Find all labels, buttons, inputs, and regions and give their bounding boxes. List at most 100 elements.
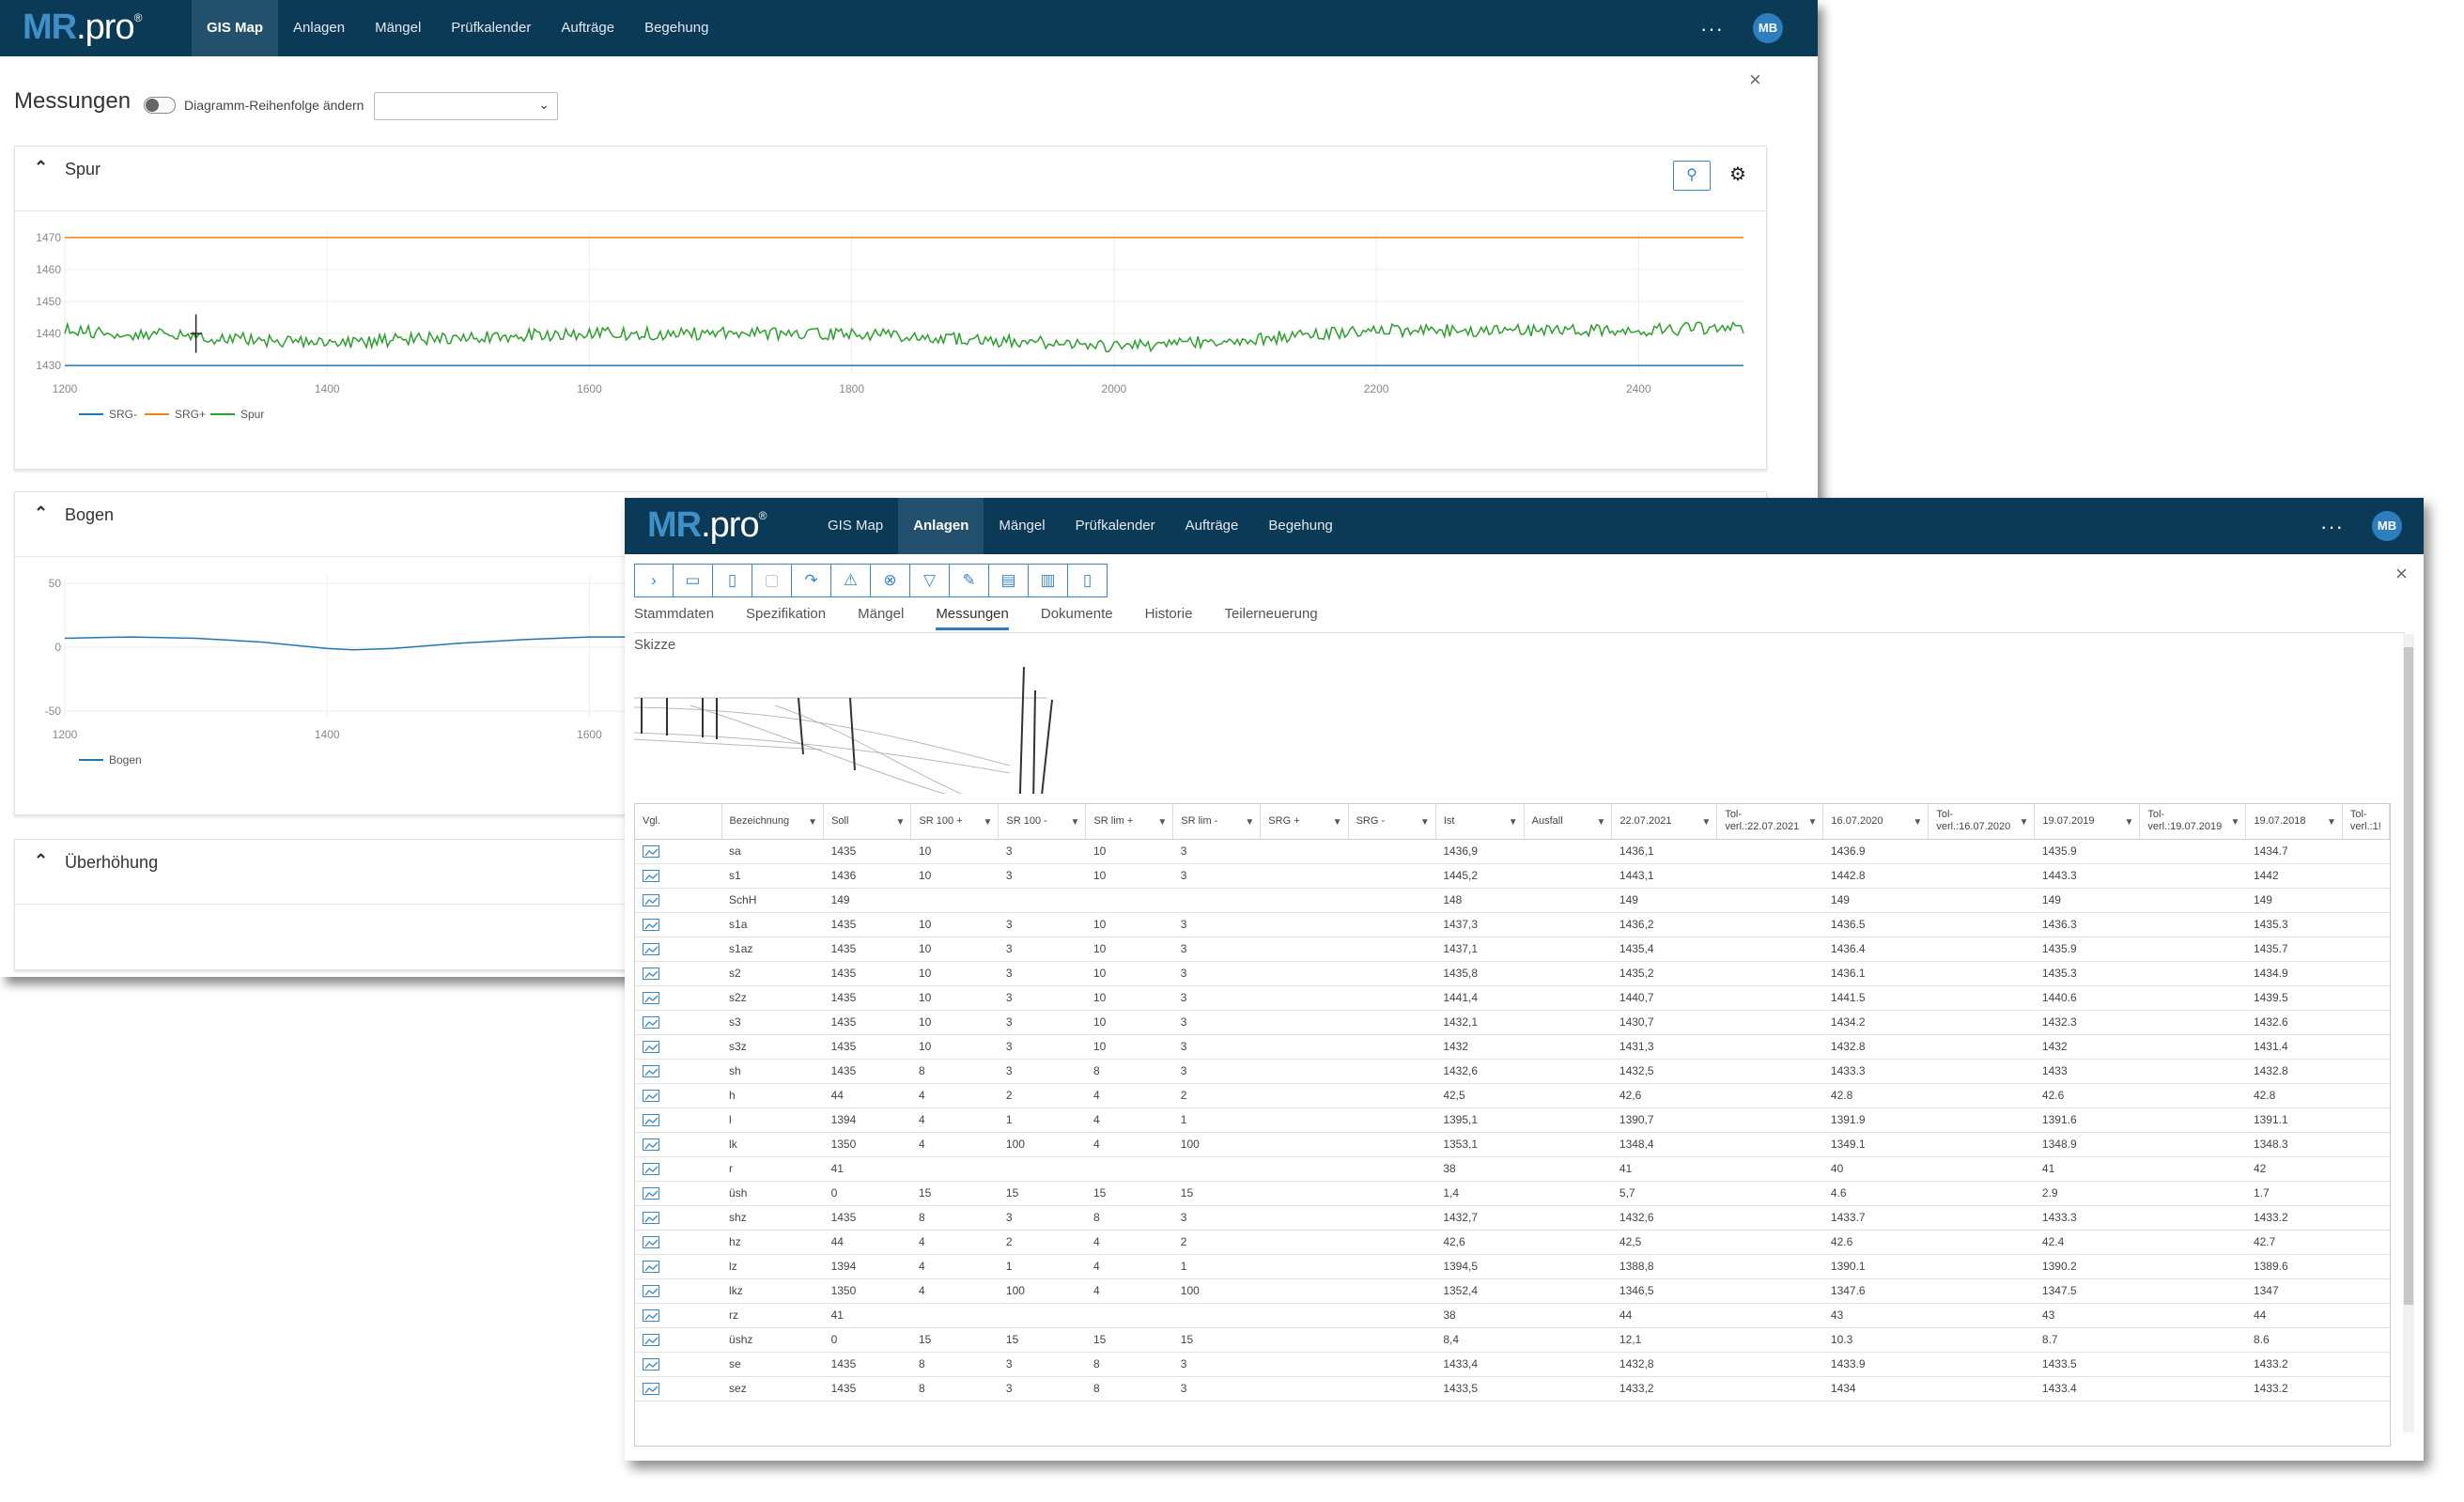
chart-order-select[interactable]: ⌄ [374,92,558,120]
table-row[interactable]: lkz 1350 4 100 4 100 1352,4 1346,5 1347.6 1347.5 1… [635,1278,2390,1304]
table-row[interactable]: s3 1435 10 3 10 3 1432,1 1430,7 1434.2 1432.3 1432… [635,1010,2390,1035]
line-chart-icon[interactable] [643,894,659,906]
collapse-icon[interactable]: ⌃ [34,158,49,177]
avatar[interactable]: MB [1753,13,1783,43]
table-row[interactable]: üshz 0 15 15 15 15 8,4 12,1 10.3 8.7 8.6 [635,1327,2390,1353]
column-header[interactable]: 19.07.2019 ▼ [2034,804,2141,840]
compare-cell[interactable] [635,863,722,889]
compare-cell[interactable] [635,1010,722,1035]
table-row[interactable]: s2 1435 10 3 10 3 1435,8 1435,2 1436.1 1435.3 1434… [635,961,2390,986]
compare-cell[interactable] [635,1278,722,1304]
compare-cell[interactable] [635,1327,722,1353]
table-row[interactable]: s3z 1435 10 3 10 3 1432 1431,3 1432.8 1432 1431.4 [635,1034,2390,1060]
table-row[interactable]: se 1435 8 3 8 3 1433,4 1432,8 1433.9 1433.5 1433.2 [635,1352,2390,1377]
table-row[interactable]: s1 1436 10 3 10 3 1445,2 1443,1 1442.8 1443.3 1442 [635,863,2390,889]
compare-cell[interactable] [635,985,722,1011]
nav-item[interactable]: Anlagen [293,20,346,36]
line-chart-icon[interactable] [643,1187,659,1200]
table-row[interactable]: sh 1435 8 3 8 3 1432,6 1432,5 1433.3 1433 1432.8 [635,1059,2390,1084]
tab-spezifikation[interactable]: Spezifikation [746,606,827,622]
compare-cell[interactable] [635,839,722,864]
filter-icon[interactable]: ▼ [2124,817,2134,828]
gear-icon[interactable]: ⚙ [1729,164,1746,185]
redo-button[interactable]: ↷ [792,564,831,597]
compare-cell[interactable] [635,912,722,937]
table-row[interactable]: hz 44 4 2 4 2 42,6 42,5 42.6 42.4 42.7 [635,1230,2390,1255]
avatar[interactable]: MB [2372,511,2402,541]
column-header[interactable]: 19.07.2018 ▼ [2245,804,2343,840]
zoom-button[interactable]: ⚲ [1673,161,1711,191]
filter-icon[interactable]: ▼ [1157,817,1168,828]
filter-icon[interactable]: ▼ [2019,817,2029,828]
tab-messungen[interactable]: Messungen [936,606,1009,630]
line-chart-icon[interactable] [643,1383,659,1395]
column-header[interactable]: SR 100 + ▼ [910,804,1000,840]
compare-cell[interactable] [635,1205,722,1231]
column-header[interactable]: Tol-verl.:19.07.2019 ▼ [2139,804,2247,840]
line-chart-icon[interactable] [643,1163,659,1175]
filter-icon[interactable]: ▼ [1807,817,1818,828]
chart-button[interactable]: ▥ [1029,564,1068,597]
column-header[interactable]: SR lim - ▼ [1172,804,1262,840]
more-menu-icon[interactable]: ··· [1700,17,1724,40]
nav-item[interactable]: GIS Map [828,518,884,534]
compare-cell[interactable] [635,1254,722,1279]
close-icon[interactable]: × [2395,562,2408,585]
tab-mängel[interactable]: Mängel [858,606,905,622]
filter-icon[interactable]: ▼ [983,817,993,828]
compare-cell[interactable] [635,961,722,986]
table-row[interactable]: üsh 0 15 15 15 15 1,4 5,7 4.6 2.9 1.7 [635,1181,2390,1206]
filter-icon[interactable]: ▼ [1701,817,1712,828]
line-chart-icon[interactable] [643,1212,659,1224]
filter-icon[interactable]: ▼ [895,817,906,828]
table-row[interactable]: SchH 149 148 149 149 149 149 [635,888,2390,913]
table-row[interactable]: s1a 1435 10 3 10 3 1437,3 1436,2 1436.5 1436.3 143… [635,912,2390,937]
chevron-right-button[interactable]: › [634,564,674,597]
column-header[interactable]: Soll ▼ [823,804,912,840]
line-chart-icon[interactable] [643,1236,659,1248]
line-chart-icon[interactable] [643,992,659,1004]
line-chart-icon[interactable] [643,919,659,931]
line-chart-icon[interactable] [643,1090,659,1102]
warning-button[interactable]: ⚠ [831,564,871,597]
filter-icon[interactable]: ▼ [1245,817,1255,828]
nav-item[interactable]: Mängel [375,20,422,36]
line-chart-icon[interactable] [643,1114,659,1126]
nav-item[interactable]: GIS Map [192,0,279,56]
table-row[interactable]: r 41 38 41 40 41 42 [635,1156,2390,1182]
mrpro-logo[interactable]: MR.pro® [23,8,142,47]
nav-item[interactable]: Aufträge [1185,518,1239,534]
line-chart-icon[interactable] [643,1138,659,1151]
mrpro-logo[interactable]: MR.pro® [647,505,767,545]
reorder-toggle[interactable] [144,97,176,114]
table-row[interactable]: l 1394 4 1 4 1 1395,1 1390,7 1391.9 1391.6 1391.1 [635,1107,2390,1133]
line-chart-icon[interactable] [643,968,659,980]
table-row[interactable]: lz 1394 4 1 4 1 1394,5 1388,8 1390.1 1390.2 1389.6 [635,1254,2390,1279]
filter-icon[interactable]: ▼ [2326,817,2336,828]
column-header[interactable]: Tol-verl.:16.07.2020 ▼ [1928,804,2036,840]
compare-cell[interactable] [635,1376,722,1401]
column-header[interactable]: 16.07.2020 ▼ [1822,804,1929,840]
collapse-icon[interactable]: ⌃ [34,503,49,522]
nav-item[interactable]: Prüfkalender [1075,518,1155,534]
filter-icon[interactable]: ▼ [1508,817,1518,828]
column-header[interactable]: Tol-verl.:22.07.2021 ▼ [1716,804,1824,840]
column-header[interactable]: Vgl. [635,804,722,840]
save-button[interactable]: ▢ [752,564,792,597]
line-chart-icon[interactable] [643,1065,659,1077]
filter-icon[interactable]: ▼ [1332,817,1342,828]
column-header[interactable]: SR 100 - ▼ [998,804,1087,840]
compare-cell[interactable] [635,1352,722,1377]
filter-icon[interactable]: ▼ [1913,817,1923,828]
line-chart-icon[interactable] [643,1358,659,1370]
table-row[interactable]: lk 1350 4 100 4 100 1353,1 1348,4 1349.1 1348.9 13… [635,1132,2390,1157]
line-chart-icon[interactable] [643,1016,659,1029]
vertical-scrollbar[interactable] [2403,634,2414,1432]
filter-icon[interactable]: ▼ [1596,817,1606,828]
column-header[interactable]: SRG + ▼ [1260,804,1349,840]
compare-cell[interactable] [635,937,722,962]
compare-cell[interactable] [635,1083,722,1108]
map-button[interactable]: ▭ [674,564,713,597]
table-row[interactable]: h 44 4 2 4 2 42,5 42,6 42.8 42.6 42.8 [635,1083,2390,1108]
filter-icon[interactable]: ▼ [2230,817,2240,828]
